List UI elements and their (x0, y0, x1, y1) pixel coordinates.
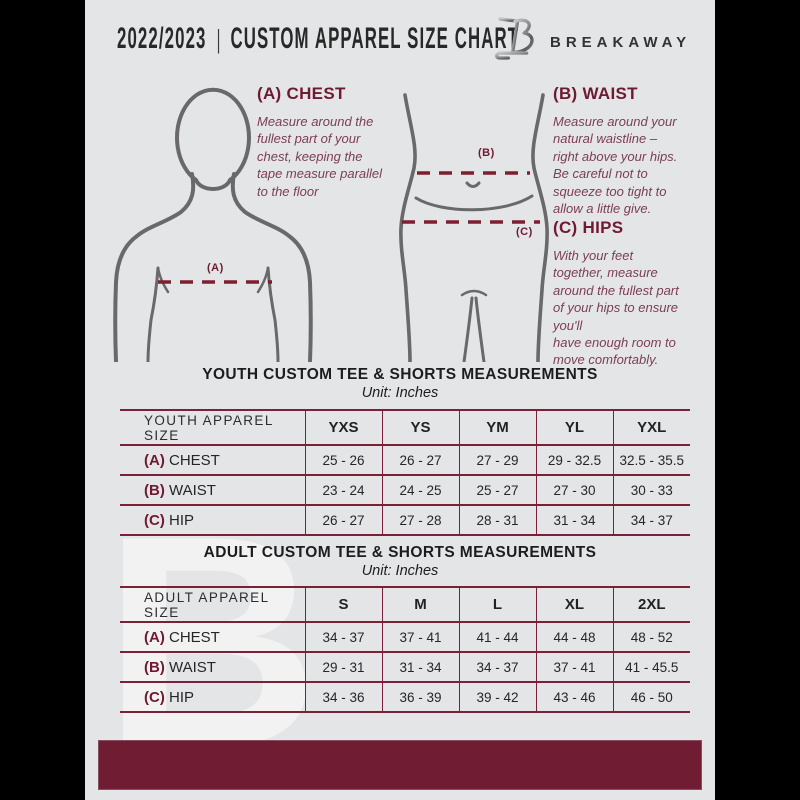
brand-lockup: BREAKAWAY (490, 12, 691, 64)
measurement-value: 30 - 33 (612, 475, 690, 505)
measurement-value: 34 - 36 (304, 682, 382, 712)
measurement-label: (B) WAIST (144, 481, 216, 499)
hips-instruction-heading: (C) HIPS (553, 218, 624, 237)
measurement-value: 28 - 31 (458, 505, 536, 535)
measurement-value: 41 - 45.5 (612, 652, 690, 682)
size-column-header: S (304, 587, 382, 622)
waist-instructions: (B) WAIST Measure around your natural wa… (553, 84, 708, 217)
size-column-header: YL (535, 410, 613, 445)
measurement-value: 37 - 41 (535, 652, 613, 682)
lower-body-diagram (399, 93, 549, 362)
measurement-value: 29 - 32.5 (535, 445, 613, 475)
measurement-value: 23 - 24 (304, 475, 382, 505)
measurement-label: (B) WAIST (144, 658, 216, 676)
size-column-header: YS (381, 410, 459, 445)
waist-line-label: (B) (478, 147, 495, 159)
chest-instructions: (A) CHEST Measure around the fullest par… (257, 84, 415, 200)
waist-instruction-heading: (B) WAIST (553, 84, 638, 103)
chest-instruction-body: Measure around the fullest part of your … (257, 114, 383, 199)
brand-name: BREAKAWAY (550, 33, 692, 51)
measurement-prefix: (B) (144, 481, 165, 499)
upper-body-diagram (113, 87, 313, 362)
measurement-label: (A) CHEST (144, 451, 220, 469)
hips-instructions: (C) HIPS With your feet together, measur… (553, 218, 711, 369)
size-column-header: L (458, 587, 536, 622)
measurement-value: 39 - 42 (458, 682, 536, 712)
chest-line-label: (A) (207, 262, 224, 274)
measurement-value: 48 - 52 (612, 622, 690, 652)
page-title-text: CUSTOM APPAREL SIZE CHART (230, 22, 520, 55)
measurement-value: 32.5 - 35.5 (612, 445, 690, 475)
measurement-value: 24 - 25 (381, 475, 459, 505)
measurement-row: (B) WAIST 29 - 31 31 - 34 34 - 37 37 - 41 41 … (120, 652, 690, 682)
measurement-row: (C) HIP 26 - 27 27 - 28 28 - 31 31 - 34 34 - … (120, 505, 690, 535)
page-title: 2022/2023 | CUSTOM APPAREL SIZE CHART (117, 22, 519, 56)
measurement-row: (C) HIP 34 - 36 36 - 39 39 - 42 43 - 46 46 - … (120, 682, 690, 712)
measurement-row: (A) CHEST 34 - 37 37 - 41 41 - 44 44 - 48 48 … (120, 622, 690, 652)
youth-unit-label: Unit: Inches (361, 385, 439, 401)
youth-size-table: YOUTH APPAREL SIZE YXS YS YM YL YXL (A) CHEST 2… (120, 409, 690, 536)
size-chart-page: 2022/2023 | CUSTOM APPAREL SIZE CHART (85, 0, 715, 800)
measurement-value: 34 - 37 (458, 652, 536, 682)
size-column-header: 2XL (612, 587, 690, 622)
measurement-value: 36 - 39 (381, 682, 459, 712)
adult-section-title: ADULT CUSTOM TEE & SHORTS MEASUREMENTS (203, 544, 597, 561)
size-column-header: YXL (612, 410, 690, 445)
measurement-label: (C) HIP (144, 688, 195, 706)
measurement-prefix: (B) (144, 658, 165, 676)
size-column-header: YM (458, 410, 536, 445)
hips-line-label: (C) (516, 226, 533, 238)
measurement-value: 44 - 48 (535, 622, 613, 652)
size-column-header: M (381, 587, 459, 622)
size-column-header: XL (535, 587, 613, 622)
measurement-value: 43 - 46 (535, 682, 613, 712)
breakaway-logo-icon (495, 17, 534, 60)
measurement-prefix: (C) (144, 688, 165, 706)
measurement-value: 29 - 31 (304, 652, 382, 682)
size-header-row: ADULT APPAREL SIZE S M L XL 2XL (120, 587, 690, 622)
size-column-header: YXS (304, 410, 382, 445)
measurement-value: 25 - 26 (304, 445, 382, 475)
measurement-value: 46 - 50 (612, 682, 690, 712)
measurement-value: 27 - 29 (458, 445, 536, 475)
measurement-prefix: (C) (144, 511, 165, 529)
apparel-size-corner-header: ADULT APPAREL SIZE (144, 589, 269, 620)
adult-size-table: ADULT APPAREL SIZE S M L XL 2XL (A) CHEST 34 - … (120, 586, 690, 713)
measurement-value: 25 - 27 (458, 475, 536, 505)
measurement-value: 27 - 30 (535, 475, 613, 505)
measurement-value: 26 - 27 (381, 445, 459, 475)
measurement-prefix: (A) (144, 628, 165, 646)
size-header-row: YOUTH APPAREL SIZE YXS YS YM YL YXL (120, 410, 690, 445)
measurement-value: 34 - 37 (304, 622, 382, 652)
chest-instruction-heading: (A) CHEST (257, 84, 346, 103)
measurement-value: 26 - 27 (304, 505, 382, 535)
measurement-value: 27 - 28 (381, 505, 459, 535)
measurement-value: 37 - 41 (381, 622, 459, 652)
footer-bar (98, 740, 702, 790)
measurement-value: 41 - 44 (458, 622, 536, 652)
youth-section-title: YOUTH CUSTOM TEE & SHORTS MEASUREMENTS (202, 366, 598, 383)
measurement-row: (B) WAIST 23 - 24 24 - 25 25 - 27 27 - 30 30 … (120, 475, 690, 505)
measurement-prefix: (A) (144, 451, 165, 469)
measurement-value: 31 - 34 (535, 505, 613, 535)
measurement-value: 34 - 37 (612, 505, 690, 535)
waist-instruction-body: Measure around your natural waistline – … (553, 114, 678, 217)
title-divider: | (216, 23, 221, 54)
measurement-row: (A) CHEST 25 - 26 26 - 27 27 - 29 29 - 32.5 3… (120, 445, 690, 475)
measurement-label: (A) CHEST (144, 628, 220, 646)
measurement-value: 31 - 34 (381, 652, 459, 682)
apparel-size-corner-header: YOUTH APPAREL SIZE (144, 412, 274, 443)
adult-unit-label: Unit: Inches (361, 563, 439, 579)
hips-instruction-body: With your feet together, measure around … (553, 248, 679, 368)
season-label: 2022/2023 (117, 22, 207, 55)
measurement-label: (C) HIP (144, 511, 195, 529)
